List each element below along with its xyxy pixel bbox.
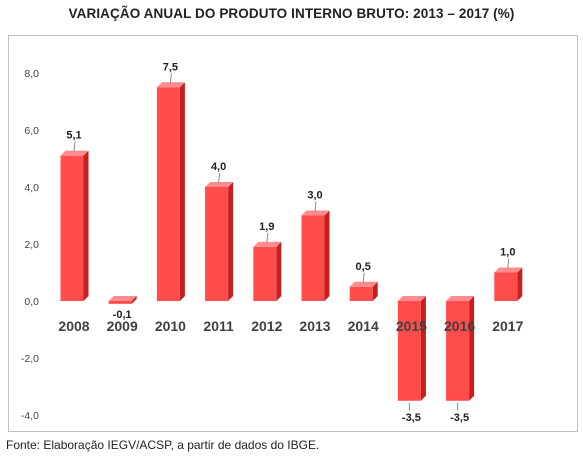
y-tick-label: 6,0 <box>24 125 39 137</box>
bar-front <box>494 272 518 301</box>
y-tick-label: 8,0 <box>24 68 39 80</box>
bar-2012 <box>253 241 282 301</box>
data-label: 7,5 <box>163 61 178 73</box>
bar-top <box>494 267 523 273</box>
bar-front <box>446 301 470 401</box>
bar-top <box>156 82 185 88</box>
bar-top <box>205 182 234 187</box>
leader-line <box>169 73 172 84</box>
bar-front <box>60 155 84 301</box>
leader-line <box>266 232 269 243</box>
bar-side <box>83 150 89 301</box>
bar-2013 <box>301 210 330 301</box>
bar-chart: -4,0 -2,0 0,0 2,0 4,0 6,0 8,0 2008 2009 2010 2011… <box>21 61 524 424</box>
bar-side <box>131 296 137 304</box>
bar-front <box>108 301 132 304</box>
x-category-label: 2010 <box>155 318 186 334</box>
x-axis-categories: 2008 2009 2010 2011 2012 2013 2014 2015 2016 2017 <box>58 318 523 334</box>
x-category-label: 2008 <box>58 318 89 334</box>
bar-side <box>517 267 523 301</box>
bar-side <box>469 296 475 401</box>
x-category-label: 2016 <box>444 318 475 334</box>
bar-2010 <box>156 82 185 301</box>
bars <box>60 82 523 401</box>
bar-side <box>420 296 426 401</box>
chart-frame: -4,0 -2,0 0,0 2,0 4,0 6,0 8,0 2008 2009 2010 2011… <box>8 35 578 432</box>
bar-front <box>205 187 229 301</box>
bar-front <box>253 246 277 301</box>
x-category-label: 2011 <box>203 318 234 334</box>
x-category-label: 2013 <box>299 318 330 334</box>
leader-line <box>218 172 221 184</box>
y-tick-label: 2,0 <box>24 239 39 251</box>
source-note: Fonte: Elaboração IEGV/ACSP, a partir de… <box>6 438 320 452</box>
bar-2011 <box>205 182 234 301</box>
bar-2017 <box>494 267 523 301</box>
y-tick-label: -4,0 <box>21 410 39 422</box>
bar-2015 <box>397 296 426 401</box>
bar-front <box>349 286 373 301</box>
bar-top <box>349 281 378 287</box>
bar-top <box>108 296 137 301</box>
leader-line <box>314 201 317 212</box>
data-label: 1,0 <box>500 247 515 259</box>
x-category-label: 2009 <box>107 318 138 334</box>
data-label: 1,9 <box>259 221 274 233</box>
data-label: 5,1 <box>66 130 81 142</box>
y-tick-label: 4,0 <box>24 182 39 194</box>
bar-side <box>372 281 378 301</box>
x-category-label: 2017 <box>492 318 523 334</box>
bar-front <box>156 87 180 301</box>
bar-side <box>228 182 234 301</box>
bar-top <box>397 296 426 301</box>
x-category-label: 2015 <box>396 318 427 334</box>
bar-top <box>301 210 330 216</box>
bar-top <box>446 296 475 301</box>
bar-2016 <box>446 296 475 401</box>
bar-2014 <box>349 281 378 301</box>
data-label: -3,5 <box>402 412 421 424</box>
bar-2009 <box>108 296 137 304</box>
data-label: 4,0 <box>211 161 226 173</box>
x-category-label: 2012 <box>251 318 282 334</box>
bar-top <box>253 241 282 247</box>
data-labels: 5,1 -0,1 7,5 4,0 1,9 3,0 0,5 -3,5 -3,5 1,0 <box>66 61 515 424</box>
data-label: 0,5 <box>356 261 371 273</box>
bar-front <box>301 215 325 301</box>
x-category-label: 2014 <box>348 318 379 334</box>
bar-side <box>276 241 282 301</box>
bar-side <box>179 82 185 301</box>
leader-line <box>362 272 365 283</box>
leader-line <box>73 141 76 152</box>
bar-top <box>60 150 89 156</box>
y-tick-label: 0,0 <box>24 296 39 308</box>
chart-title: VARIAÇÃO ANUAL DO PRODUTO INTERNO BRUTO:… <box>68 6 515 21</box>
leader-line <box>507 258 510 269</box>
y-axis: -4,0 -2,0 0,0 2,0 4,0 6,0 8,0 <box>21 68 39 422</box>
data-label: -0,1 <box>113 309 132 321</box>
data-label: 3,0 <box>307 190 322 202</box>
y-tick-label: -2,0 <box>21 353 39 365</box>
bar-side <box>324 210 330 301</box>
bar-front <box>397 301 421 401</box>
data-label: -3,5 <box>450 412 469 424</box>
bar-2008 <box>60 150 89 301</box>
